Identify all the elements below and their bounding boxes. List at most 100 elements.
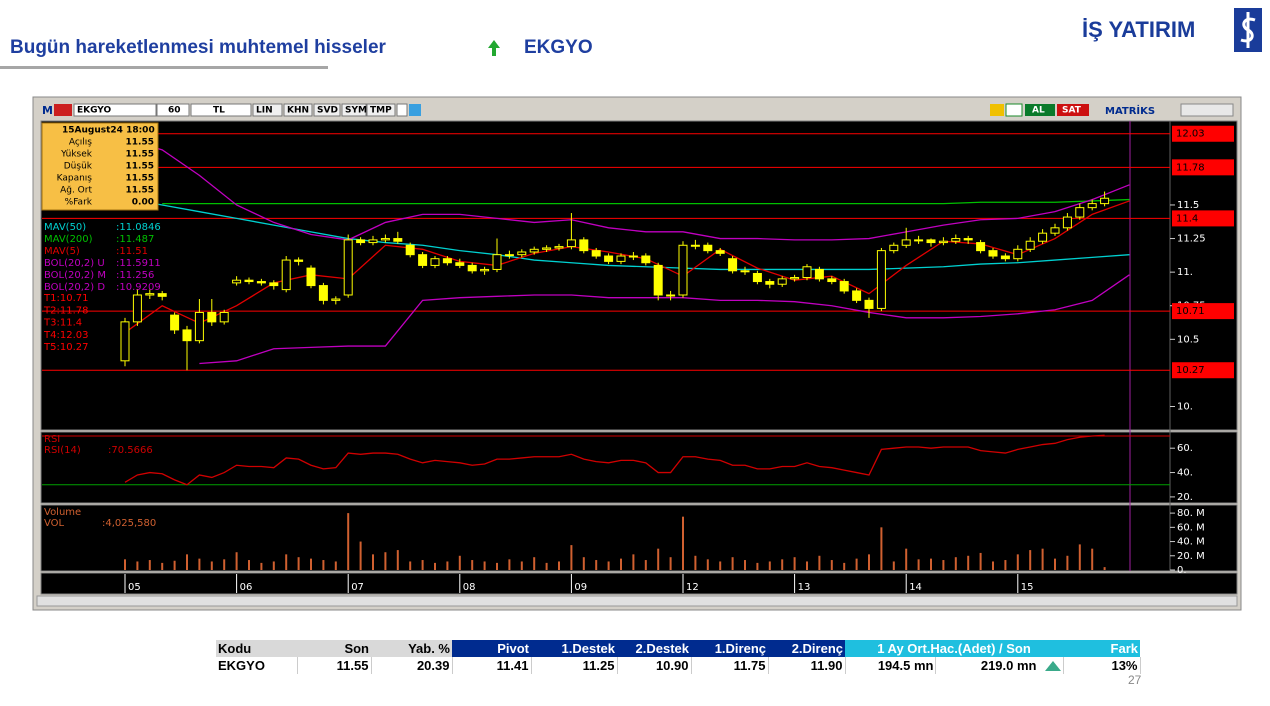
up-arrow xyxy=(488,40,500,56)
candle-body xyxy=(1025,240,1035,250)
candle-body xyxy=(244,279,254,283)
legend-readout: :11.487 xyxy=(116,234,154,245)
toolbar-button-label: KHN xyxy=(287,106,309,116)
x-tick-label: 14 xyxy=(909,582,922,593)
info-value: 0.00 xyxy=(132,198,154,208)
toolbar-button[interactable] xyxy=(313,103,341,117)
legend-name: MAV(50) xyxy=(44,222,86,233)
table-cell: 11.90 xyxy=(768,657,846,674)
buy-button[interactable] xyxy=(1025,104,1055,116)
volume-bar xyxy=(372,554,374,570)
volume-bar xyxy=(706,559,709,570)
volume-bar xyxy=(570,545,573,570)
level-box xyxy=(1172,362,1234,379)
toolbar-button[interactable] xyxy=(283,103,313,117)
volume-bar xyxy=(545,562,548,570)
window-controls[interactable] xyxy=(1180,103,1234,117)
legend-readout: :10.9209 xyxy=(116,282,161,293)
currency-field: TL xyxy=(213,106,225,116)
symbol-field: EKGYO xyxy=(77,106,112,116)
level-label: T5:10.27 xyxy=(43,342,88,353)
tool-icon[interactable] xyxy=(990,104,1004,116)
volume-bar xyxy=(124,559,126,570)
candle-body xyxy=(207,311,217,323)
rsi-name: RSI(14) xyxy=(44,445,81,456)
level-value: 10.27 xyxy=(1176,365,1205,376)
symbol-box[interactable] xyxy=(73,103,157,117)
volume-bar xyxy=(248,560,250,570)
indicator-line xyxy=(50,138,1130,241)
volume-tick-label: 0. xyxy=(1177,565,1187,576)
currency-box[interactable] xyxy=(190,103,252,117)
volume-bar xyxy=(297,557,300,570)
candle-body xyxy=(343,239,353,296)
y-tick-label: 11.25 xyxy=(1177,234,1206,245)
table-cell: EKGYO xyxy=(216,657,298,674)
candle-body xyxy=(988,250,998,257)
table-cell: 10.90 xyxy=(617,657,692,674)
candle-body xyxy=(442,258,452,264)
sell-label: SAT xyxy=(1062,106,1082,116)
candle-body xyxy=(331,298,341,301)
info-box xyxy=(41,122,159,211)
candle-body xyxy=(157,293,167,297)
candle-body xyxy=(480,268,490,272)
candle-body xyxy=(1000,255,1010,260)
candle-body xyxy=(938,240,948,244)
volume-bar xyxy=(322,560,325,570)
candle-body xyxy=(1038,232,1048,242)
x-tick-label: 09 xyxy=(574,582,587,593)
volume-bar xyxy=(719,561,722,570)
volume-bar xyxy=(1054,558,1056,570)
table-row: EKGYO 11.55 20.39 11.41 11.25 10.90 11.75 11.90… xyxy=(216,657,1141,674)
candle-body xyxy=(728,258,738,272)
volume-bar xyxy=(334,561,337,570)
period-box[interactable] xyxy=(156,103,190,117)
volume-bar xyxy=(855,558,858,570)
volume-bar xyxy=(161,562,164,570)
candle-body xyxy=(690,244,700,247)
volume-bar xyxy=(818,555,821,570)
volume-bar xyxy=(620,558,622,570)
candle-body xyxy=(889,244,899,252)
menu-button[interactable]: M xyxy=(42,104,53,117)
candle-body xyxy=(368,239,378,244)
candle-body xyxy=(269,282,279,287)
page-title: Bugün hareketlenmesi muhtemel hisseler xyxy=(10,37,387,58)
candle-body xyxy=(132,294,142,323)
volume-bar xyxy=(694,555,697,570)
toolbar-button[interactable] xyxy=(252,103,283,117)
candle-body xyxy=(1087,203,1097,209)
candle-body xyxy=(182,329,192,342)
volume-tick-label: 80. M xyxy=(1177,508,1205,519)
volume-panel xyxy=(40,504,1238,572)
volume-bar xyxy=(1066,555,1069,570)
summary-table: Kodu Son Yab. % Pivot 1.Destek 2.Destek 1.Dire… xyxy=(216,640,1141,674)
legend-name: BOL(20,2) M xyxy=(44,270,106,281)
scrollbar[interactable] xyxy=(36,595,1238,607)
header-cell: Kodu xyxy=(216,640,297,657)
toolbar-button[interactable] xyxy=(341,103,367,117)
candle-body xyxy=(467,264,477,272)
cell-text: 20.39 xyxy=(416,658,450,673)
logo-text: İŞ YATIRIM xyxy=(1082,17,1195,42)
cell-text: 219.0 mn xyxy=(980,658,1037,673)
cell-text: 11.75 xyxy=(733,658,766,673)
volume-bar xyxy=(1091,548,1094,570)
sell-button[interactable] xyxy=(1057,104,1089,116)
share-icon[interactable] xyxy=(409,104,421,116)
candle-body xyxy=(616,255,626,262)
tool-icon[interactable] xyxy=(1005,103,1023,117)
candle-body xyxy=(951,238,961,242)
dropdown[interactable] xyxy=(396,103,408,117)
legend-readout: :11.256 xyxy=(116,270,154,281)
volume-bar xyxy=(173,560,176,570)
candle-body xyxy=(1062,216,1072,229)
candle-body xyxy=(517,251,527,256)
cell-text: 194.5 mn xyxy=(877,658,934,673)
candle-body xyxy=(579,239,589,252)
toolbar-button[interactable] xyxy=(366,103,396,117)
title-symbol: EKGYO xyxy=(524,37,593,58)
candle-body xyxy=(678,244,688,296)
volume-bar xyxy=(644,560,647,570)
